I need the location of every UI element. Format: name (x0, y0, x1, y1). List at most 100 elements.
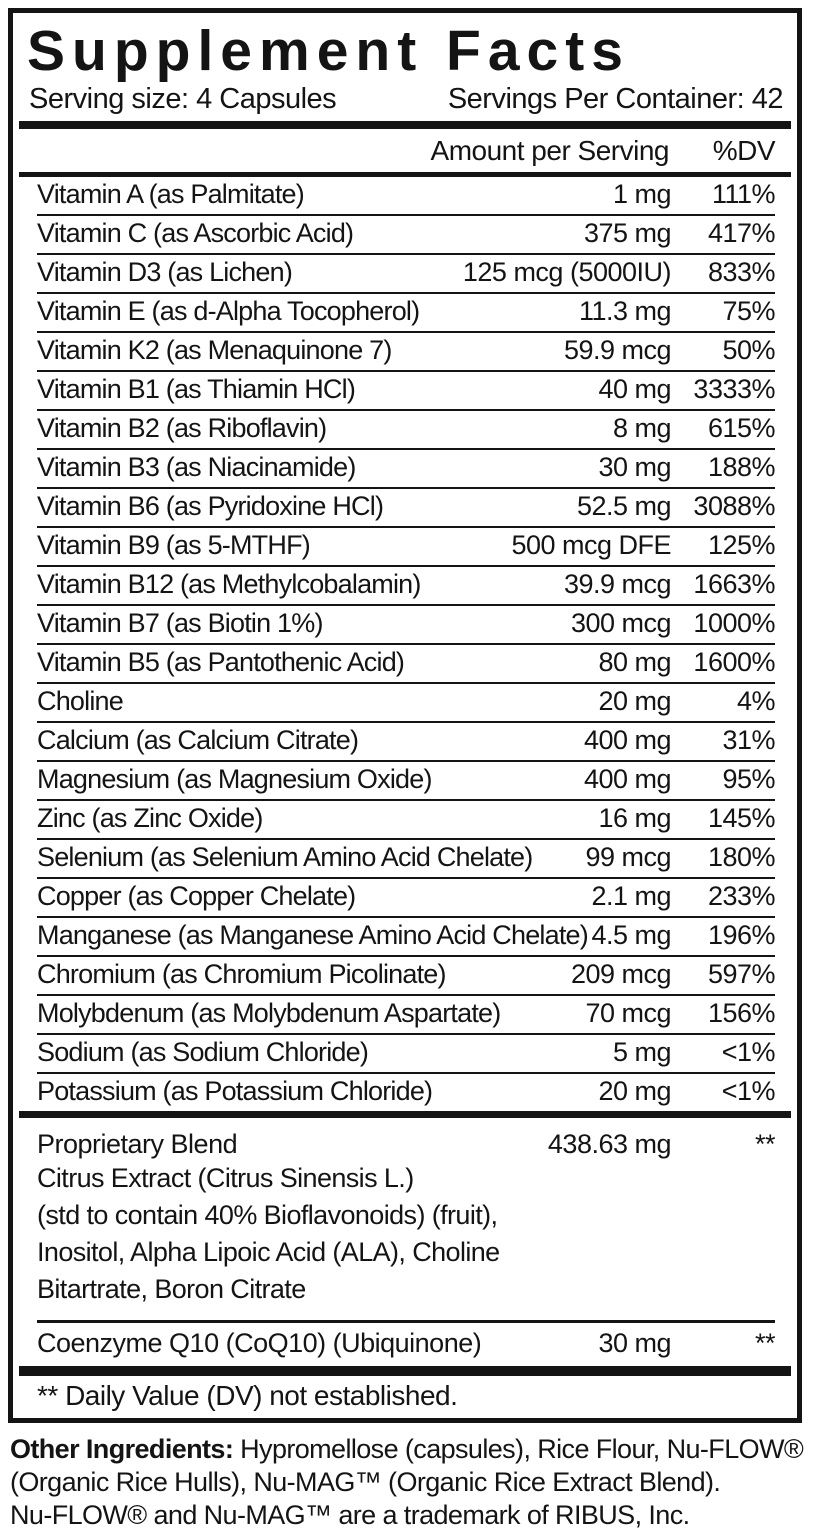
nutrient-name: Vitamin B2 (as Riboflavin) (37, 413, 327, 443)
nutrient-amount: 20 mg (598, 686, 671, 716)
nutrient-dv: 125% (707, 530, 776, 560)
divider-thick-blend (19, 1111, 791, 1118)
nutrient-name: Vitamin B12 (as Methylcobalamin) (37, 569, 421, 599)
nutrient-row: Selenium (as Selenium Amino Acid Chelate… (37, 838, 776, 877)
coq10-name: Coenzyme Q10 (CoQ10) (Ubiquinone) (37, 1328, 482, 1358)
nutrient-row: Calcium (as Calcium Citrate) 400 mg 31% (37, 721, 776, 760)
blend-description-line: Inositol, Alpha Lipoic Acid (ALA), Choli… (37, 1237, 500, 1267)
nutrient-name: Zinc (as Zinc Oxide) (37, 803, 263, 833)
dv-footnote: ** Daily Value (DV) not established. (37, 1380, 458, 1411)
nutrient-dv: 3088% (693, 491, 775, 521)
nutrient-row: Vitamin B2 (as Riboflavin) 8 mg 615% (37, 409, 776, 448)
nutrient-dv: 31% (722, 725, 775, 755)
nutrient-row: Vitamin B5 (as Pantothenic Acid) 80 mg 1… (37, 643, 776, 682)
nutrient-dv: 188% (707, 452, 776, 482)
nutrient-dv: <1% (721, 1076, 776, 1106)
nutrient-amount: 52.5 mg (576, 491, 672, 521)
nutrient-row: Chromium (as Chromium Picolinate) 209 mc… (37, 955, 776, 994)
proprietary-blend-section: Proprietary Blend 438.63 mg ** Citrus Ex… (13, 1118, 797, 1320)
nutrient-name: Calcium (as Calcium Citrate) (37, 725, 359, 755)
nutrient-row: Magnesium (as Magnesium Oxide) 400 mg 95… (37, 760, 776, 799)
nutrient-table: Vitamin A (as Palmitate) 1 mg 111% Vitam… (13, 177, 797, 1111)
nutrient-dv: 833% (707, 257, 776, 287)
nutrient-row: Vitamin B1 (as Thiamin HCl) 40 mg 3333% (37, 370, 776, 409)
nutrient-dv: 156% (707, 998, 776, 1028)
nutrient-amount: 4.5 mg (591, 920, 671, 950)
other-ingredients-label: Other Ingredients: (10, 1434, 234, 1464)
nutrient-amount: 70 mcg (585, 998, 671, 1028)
nutrient-dv: 145% (707, 803, 776, 833)
proprietary-blend-description: Citrus Extract (Citrus Sinensis L.) (std… (37, 1160, 775, 1320)
divider-medium-header (19, 172, 791, 177)
proprietary-blend-row: Proprietary Blend 438.63 mg ** (37, 1125, 776, 1160)
nutrient-name: Manganese (as Manganese Amino Acid Chela… (37, 920, 589, 950)
other-ingredients-line1: Other Ingredients: Hypromellose (capsule… (10, 1433, 806, 1466)
servings-per-container-label: Servings Per Container: 42 (447, 83, 784, 115)
nutrient-dv: 1600% (693, 647, 775, 677)
nutrient-row: Manganese (as Manganese Amino Acid Chela… (37, 916, 776, 955)
nutrient-name: Vitamin B7 (as Biotin 1%) (37, 608, 323, 638)
nutrient-name: Vitamin E (as d-Alpha Tocopherol) (37, 296, 420, 326)
nutrient-dv: 111% (711, 179, 776, 209)
nutrient-row: Sodium (as Sodium Chloride) 5 mg <1% (37, 1033, 776, 1072)
nutrient-name: Chromium (as Chromium Picolinate) (37, 959, 447, 989)
nutrient-name: Vitamin B5 (as Pantothenic Acid) (37, 647, 405, 677)
nutrient-row: Vitamin B3 (as Niacinamide) 30 mg 188% (37, 448, 776, 487)
nutrient-amount: 300 mcg (570, 608, 672, 638)
divider-heavy-bottom (19, 1366, 791, 1376)
nutrient-name: Selenium (as Selenium Amino Acid Chelate… (37, 842, 533, 872)
nutrient-amount: 30 mg (598, 452, 671, 482)
nutrient-amount: 16 mg (598, 803, 671, 833)
nutrient-row: Potassium (as Potassium Chloride) 20 mg … (37, 1072, 776, 1111)
coq10-section: Coenzyme Q10 (CoQ10) (Ubiquinone) 30 mg … (37, 1320, 776, 1366)
nutrient-name: Magnesium (as Magnesium Oxide) (37, 764, 432, 794)
coq10-amount: 30 mg (598, 1328, 671, 1358)
nutrient-name: Vitamin C (as Ascorbic Acid) (37, 218, 354, 248)
nutrient-name: Vitamin B3 (as Niacinamide) (37, 452, 356, 482)
nutrient-amount: 8 mg (612, 413, 672, 443)
nutrient-name: Vitamin B1 (as Thiamin HCl) (37, 374, 356, 404)
nutrient-dv: 4% (736, 686, 776, 716)
nutrient-name: Vitamin B6 (as Pyridoxine HCl) (37, 491, 384, 521)
nutrient-row: Vitamin E (as d-Alpha Tocopherol) 11.3 m… (37, 292, 776, 331)
nutrient-name: Copper (as Copper Chelate) (37, 881, 356, 911)
nutrient-name: Vitamin K2 (as Menaquinone 7) (37, 335, 392, 365)
nutrient-dv: 233% (707, 881, 776, 911)
nutrient-amount: 20 mg (598, 1076, 671, 1106)
nutrient-amount: 5 mg (612, 1037, 672, 1067)
nutrient-dv: 615% (707, 413, 776, 443)
coq10-row: Coenzyme Q10 (CoQ10) (Ubiquinone) 30 mg … (37, 1323, 776, 1366)
nutrient-dv: 50% (722, 335, 775, 365)
blend-description-line: Bitartrate, Boron Citrate (37, 1274, 306, 1304)
nutrient-amount: 99 mcg (585, 842, 671, 872)
supplement-facts-panel: Supplement Facts Serving size: 4 Capsule… (8, 8, 802, 1423)
column-header-row: Amount per Serving %DV (13, 129, 797, 172)
nutrient-dv: 95% (722, 764, 775, 794)
nutrient-amount: 209 mcg (570, 959, 672, 989)
nutrient-row: Vitamin K2 (as Menaquinone 7) 59.9 mcg 5… (37, 331, 776, 370)
column-header-dv: %DV (712, 135, 776, 166)
proprietary-blend-name: Proprietary Blend (37, 1129, 238, 1159)
nutrient-name: Vitamin B9 (as 5-MTHF) (37, 530, 311, 560)
nutrient-amount: 59.9 mcg (563, 335, 672, 365)
nutrient-amount: 2.1 mg (591, 881, 671, 911)
nutrient-amount: 1 mg (612, 179, 672, 209)
nutrient-dv: 196% (707, 920, 776, 950)
nutrient-amount: 125 mcg (5000IU) (462, 257, 672, 287)
nutrient-amount: 11.3 mg (578, 296, 672, 326)
proprietary-blend-dv: ** (754, 1129, 776, 1159)
divider-thick-top (19, 121, 791, 129)
nutrient-dv: 1663% (693, 569, 775, 599)
nutrient-row: Vitamin B12 (as Methylcobalamin) 39.9 mc… (37, 565, 776, 604)
nutrient-name: Sodium (as Sodium Chloride) (37, 1037, 369, 1067)
nutrient-amount: 80 mg (598, 647, 671, 677)
trademark-note: Nu-FLOW® and Nu-MAG™ are a trademark of … (10, 1500, 690, 1530)
other-ingredients-text1: Hypromellose (capsules), Rice Flour, Nu-… (240, 1434, 804, 1464)
serving-size-label: Serving size: 4 Capsules (29, 83, 337, 115)
other-ingredients-block: Other Ingredients: Hypromellose (capsule… (0, 1423, 820, 1532)
nutrient-dv: 417% (707, 218, 776, 248)
nutrient-name: Vitamin A (as Palmitate) (37, 179, 305, 209)
column-header-amount: Amount per Serving (430, 135, 670, 166)
nutrient-name: Vitamin D3 (as Lichen) (37, 257, 293, 287)
nutrient-name: Potassium (as Potassium Chloride) (37, 1076, 433, 1106)
